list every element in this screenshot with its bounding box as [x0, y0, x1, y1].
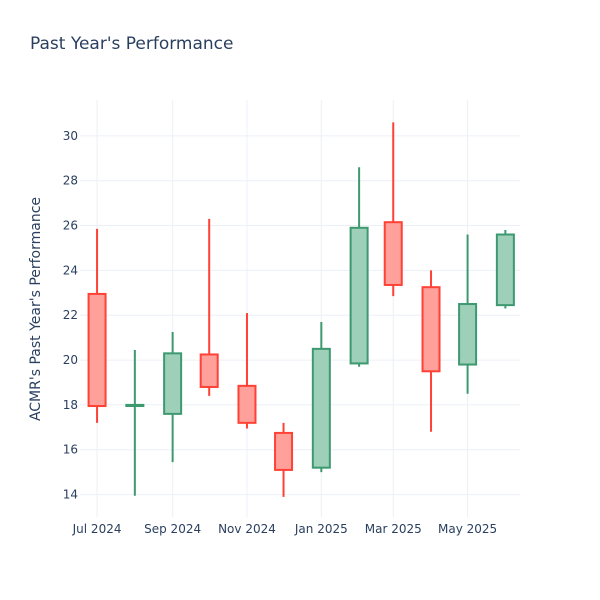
- candle-body: [495, 233, 515, 307]
- candle-body: [383, 221, 403, 286]
- candle-increasing: [163, 332, 183, 463]
- candle-decreasing: [199, 218, 219, 396]
- candle-body: [125, 403, 145, 408]
- candle-body: [274, 431, 294, 471]
- x-tick-label: Sep 2024: [144, 522, 201, 536]
- x-tick-label: Mar 2025: [365, 522, 422, 536]
- candle-increasing: [311, 321, 331, 473]
- y-tick-label: 30: [63, 129, 78, 143]
- y-tick-label: 22: [63, 308, 78, 322]
- candle-decreasing: [237, 312, 257, 429]
- y-tick-label: 20: [63, 353, 78, 367]
- candle-decreasing: [383, 122, 403, 297]
- x-tick-label: Jan 2025: [294, 522, 348, 536]
- grid-layer: [80, 100, 520, 517]
- y-tick-label: 16: [63, 443, 78, 457]
- candle-increasing: [458, 234, 478, 394]
- y-tick-label: 18: [63, 398, 78, 412]
- y-tick-label: 28: [63, 174, 78, 188]
- candle-increasing: [349, 167, 369, 367]
- candle-body: [163, 352, 183, 415]
- candle-body: [349, 226, 369, 365]
- candle-decreasing: [274, 422, 294, 497]
- candle-body: [87, 292, 107, 408]
- chart-title: Past Year's Performance: [30, 34, 234, 54]
- candle-increasing: [495, 230, 515, 309]
- y-tick-label: 14: [63, 488, 78, 502]
- x-tick-label: May 2025: [438, 522, 497, 536]
- y-tick-label: 24: [63, 263, 78, 277]
- candle-body: [311, 347, 331, 469]
- candle-layer: [87, 122, 515, 497]
- candle-body: [458, 303, 478, 366]
- candle-body: [199, 353, 219, 388]
- candle-decreasing: [421, 270, 441, 432]
- label-layer: 14 16 18 20 22 24 26 28 30 Jul 2024 Sep 2024 Nov 20…: [63, 129, 497, 536]
- candle-body: [421, 286, 441, 373]
- y-axis-title: ACMR's Past Year's Performance: [28, 197, 44, 421]
- x-tick-label: Nov 2024: [218, 522, 276, 536]
- candle-decreasing: [87, 228, 107, 423]
- x-tick-label: Jul 2024: [72, 522, 122, 536]
- candle-increasing: [125, 349, 145, 496]
- candle-body: [237, 384, 257, 424]
- y-tick-label: 26: [63, 219, 78, 233]
